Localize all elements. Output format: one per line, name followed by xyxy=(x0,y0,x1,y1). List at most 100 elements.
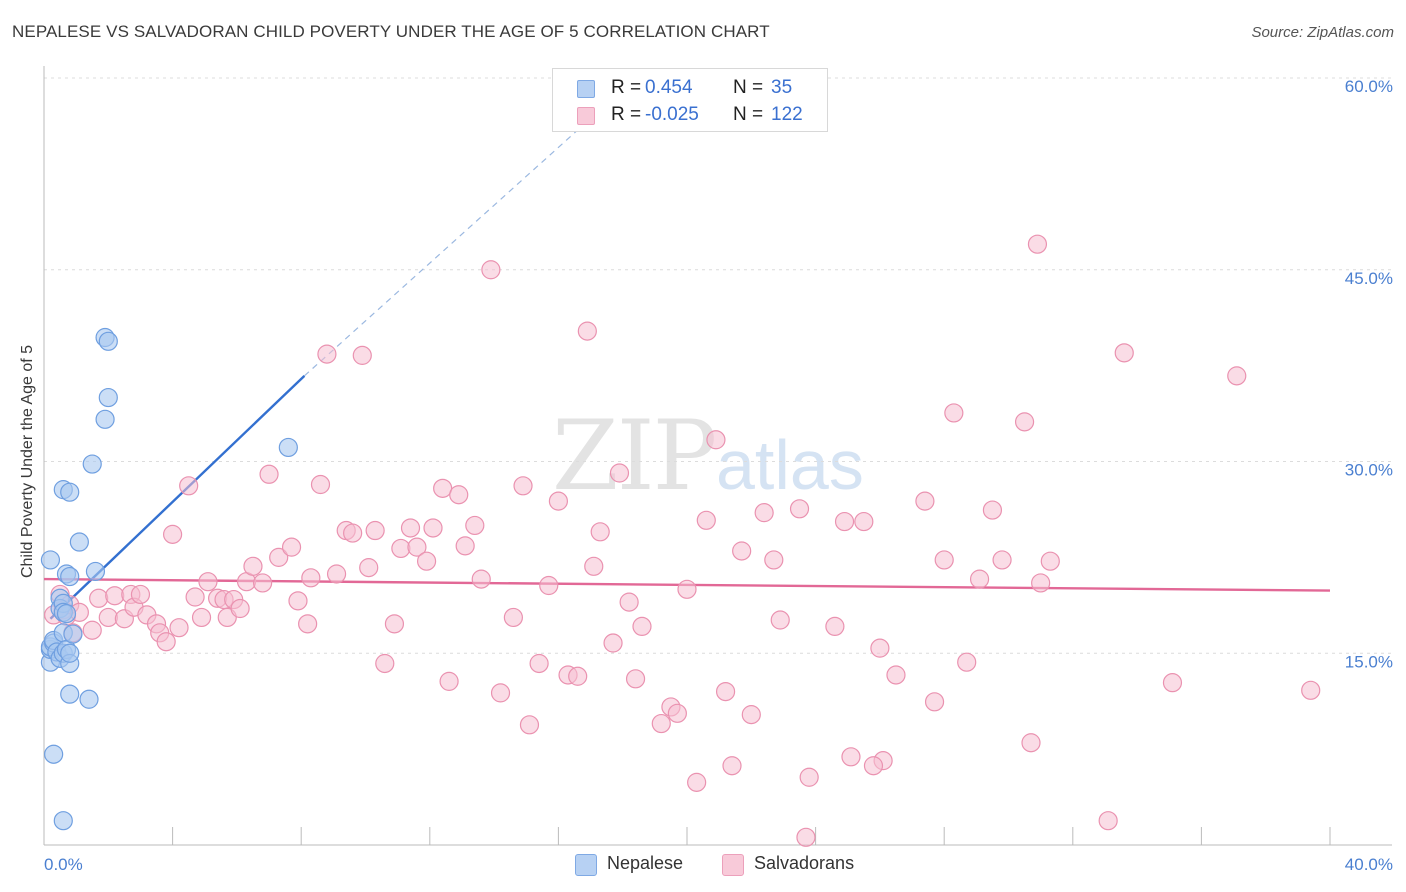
watermark-atlas: atlas xyxy=(716,426,864,504)
salvadoran-point xyxy=(1114,343,1134,363)
legend-swatch-nepalese xyxy=(577,80,595,98)
salvadoran-point xyxy=(886,665,906,685)
salvadoran-point xyxy=(423,518,443,538)
x-tick-label-min: 0.0% xyxy=(44,855,83,874)
nepalese-point xyxy=(40,550,61,570)
salvadoran-point xyxy=(696,510,716,530)
legend-row-nepalese: R = 0.454 N = 35 xyxy=(553,75,827,101)
legend-row-salvadorans: R = -0.025 N = 122 xyxy=(553,102,827,128)
salvadoran-point xyxy=(513,476,533,496)
salvadoran-point xyxy=(317,344,337,364)
salvadoran-point xyxy=(179,476,199,496)
legend-r-value: 0.454 xyxy=(645,77,693,98)
legend-swatch-salvadorans xyxy=(577,107,595,125)
salvadoran-point xyxy=(243,556,263,576)
salvadoran-point xyxy=(465,515,485,536)
salvadoran-point xyxy=(590,522,610,542)
salvadoran-point xyxy=(934,550,954,570)
salvadoran-point xyxy=(539,575,559,596)
salvadoran-point xyxy=(310,474,331,495)
y-tick-label: 30.0% xyxy=(1345,461,1393,480)
salvadoran-point xyxy=(259,464,279,484)
nepalese-point xyxy=(60,566,80,587)
salvadoran-point xyxy=(870,638,890,658)
salvadoran-point xyxy=(982,500,1003,520)
nepalese-point xyxy=(85,561,106,582)
salvadoran-point xyxy=(799,767,819,787)
salvadoran-point xyxy=(185,587,205,607)
watermark-zip: ZIP xyxy=(552,400,717,512)
salvadoran-point xyxy=(130,584,151,605)
salvadoran-point xyxy=(519,715,540,735)
salvadoran-point xyxy=(352,345,372,365)
legend-n-label: N = xyxy=(733,104,764,125)
salvadoran-point xyxy=(269,547,289,567)
salvadoran-point xyxy=(455,536,475,556)
salvadoran-point xyxy=(722,756,742,776)
axis-labels: 15.0% 30.0% 45.0% 60.0% 0.0% 40.0% Child Pover… xyxy=(19,77,1393,874)
y-tick-label: 45.0% xyxy=(1345,269,1393,288)
y-tick-label: 15.0% xyxy=(1345,652,1393,671)
nepalese-point xyxy=(63,624,83,644)
salvadoran-point xyxy=(439,671,459,691)
salvadoran-point xyxy=(667,703,687,723)
salvadoran-point xyxy=(529,653,549,674)
salvadoran-point xyxy=(632,616,652,637)
salvadoran-point xyxy=(301,568,321,588)
salvadoran-point xyxy=(400,518,421,538)
salvadoran-point xyxy=(156,632,176,652)
nepalese-trend-extension xyxy=(304,77,636,377)
salvadoran-point xyxy=(625,669,646,689)
salvadoran-point xyxy=(1040,551,1060,571)
legend-n-value: 35 xyxy=(771,77,793,98)
salvadoran-point xyxy=(706,430,726,450)
salvadoran-point xyxy=(732,541,752,561)
source-label: Source: ZipAtlas.com xyxy=(1251,24,1394,41)
salvadoran-point xyxy=(577,321,597,341)
salvadoran-point xyxy=(98,607,118,628)
salvadoran-point xyxy=(1014,412,1035,432)
salvadoran-point xyxy=(1031,573,1051,593)
salvadoran-point xyxy=(677,579,697,599)
salvadoran-point xyxy=(481,260,501,280)
salvadoran-point xyxy=(375,653,395,674)
salvadoran-point xyxy=(764,550,784,570)
salvadoran-point xyxy=(944,403,964,423)
salvadoran-point xyxy=(490,683,511,703)
correlation-legend: R = 0.454 N = 35 R = -0.025 N = 122 xyxy=(552,68,828,132)
salvadoran-point xyxy=(391,538,411,559)
salvadoran-point xyxy=(548,491,569,511)
salvadoran-point xyxy=(924,692,945,712)
salvadoran-point xyxy=(1098,811,1118,831)
nepalese-point xyxy=(95,409,115,429)
bottom-legend-swatch-nepalese xyxy=(575,854,597,876)
salvadoran-point xyxy=(603,633,623,653)
axes xyxy=(43,66,1392,846)
salvadoran-point xyxy=(770,610,790,630)
nepalese-point xyxy=(60,482,80,502)
salvadoran-point xyxy=(863,756,884,776)
salvadoran-point xyxy=(191,607,212,628)
salvadoran-point xyxy=(433,478,453,498)
salvadoran-point xyxy=(298,614,318,634)
legend-r-value: -0.025 xyxy=(645,104,699,125)
y-tick-label: 60.0% xyxy=(1345,77,1393,96)
salvadoran-point xyxy=(841,747,861,767)
salvadoran-point xyxy=(449,485,469,505)
salvadoran-point xyxy=(825,616,845,637)
salvadoran-point xyxy=(568,666,588,686)
chart-title: NEPALESE VS SALVADORAN CHILD POVERTY UND… xyxy=(12,22,770,41)
nepalese-point xyxy=(53,811,73,831)
salvadoran-point xyxy=(1027,234,1048,254)
salvadoran-point xyxy=(281,537,302,557)
nepalese-point xyxy=(60,643,80,663)
salvadoran-point xyxy=(651,713,671,734)
salvadoran-point xyxy=(82,620,102,640)
legend-r-label: R = xyxy=(611,77,642,98)
salvadoran-point xyxy=(471,569,491,589)
salvadoran-point xyxy=(741,705,761,725)
salvadoran-point xyxy=(407,537,427,557)
salvadoran-point xyxy=(1162,673,1183,693)
salvadoran-point xyxy=(969,569,990,589)
